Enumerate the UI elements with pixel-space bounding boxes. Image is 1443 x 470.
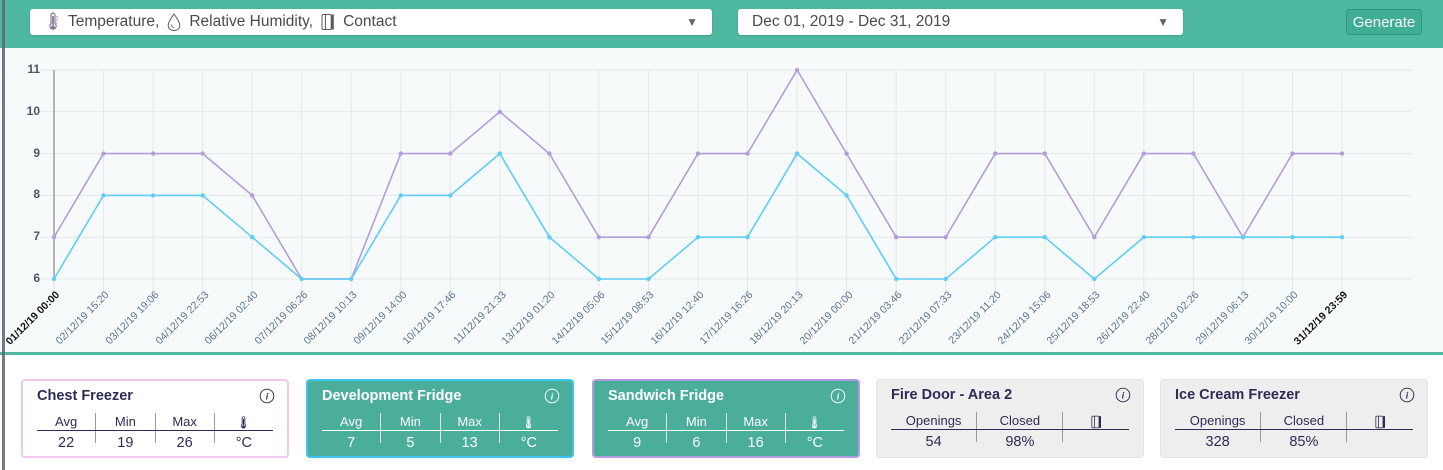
svg-text:i: i [551,392,554,402]
svg-text:i: i [1406,391,1409,401]
svg-text:i: i [266,392,269,402]
svg-text:i: i [837,392,840,402]
svg-text:i: i [1122,391,1125,401]
